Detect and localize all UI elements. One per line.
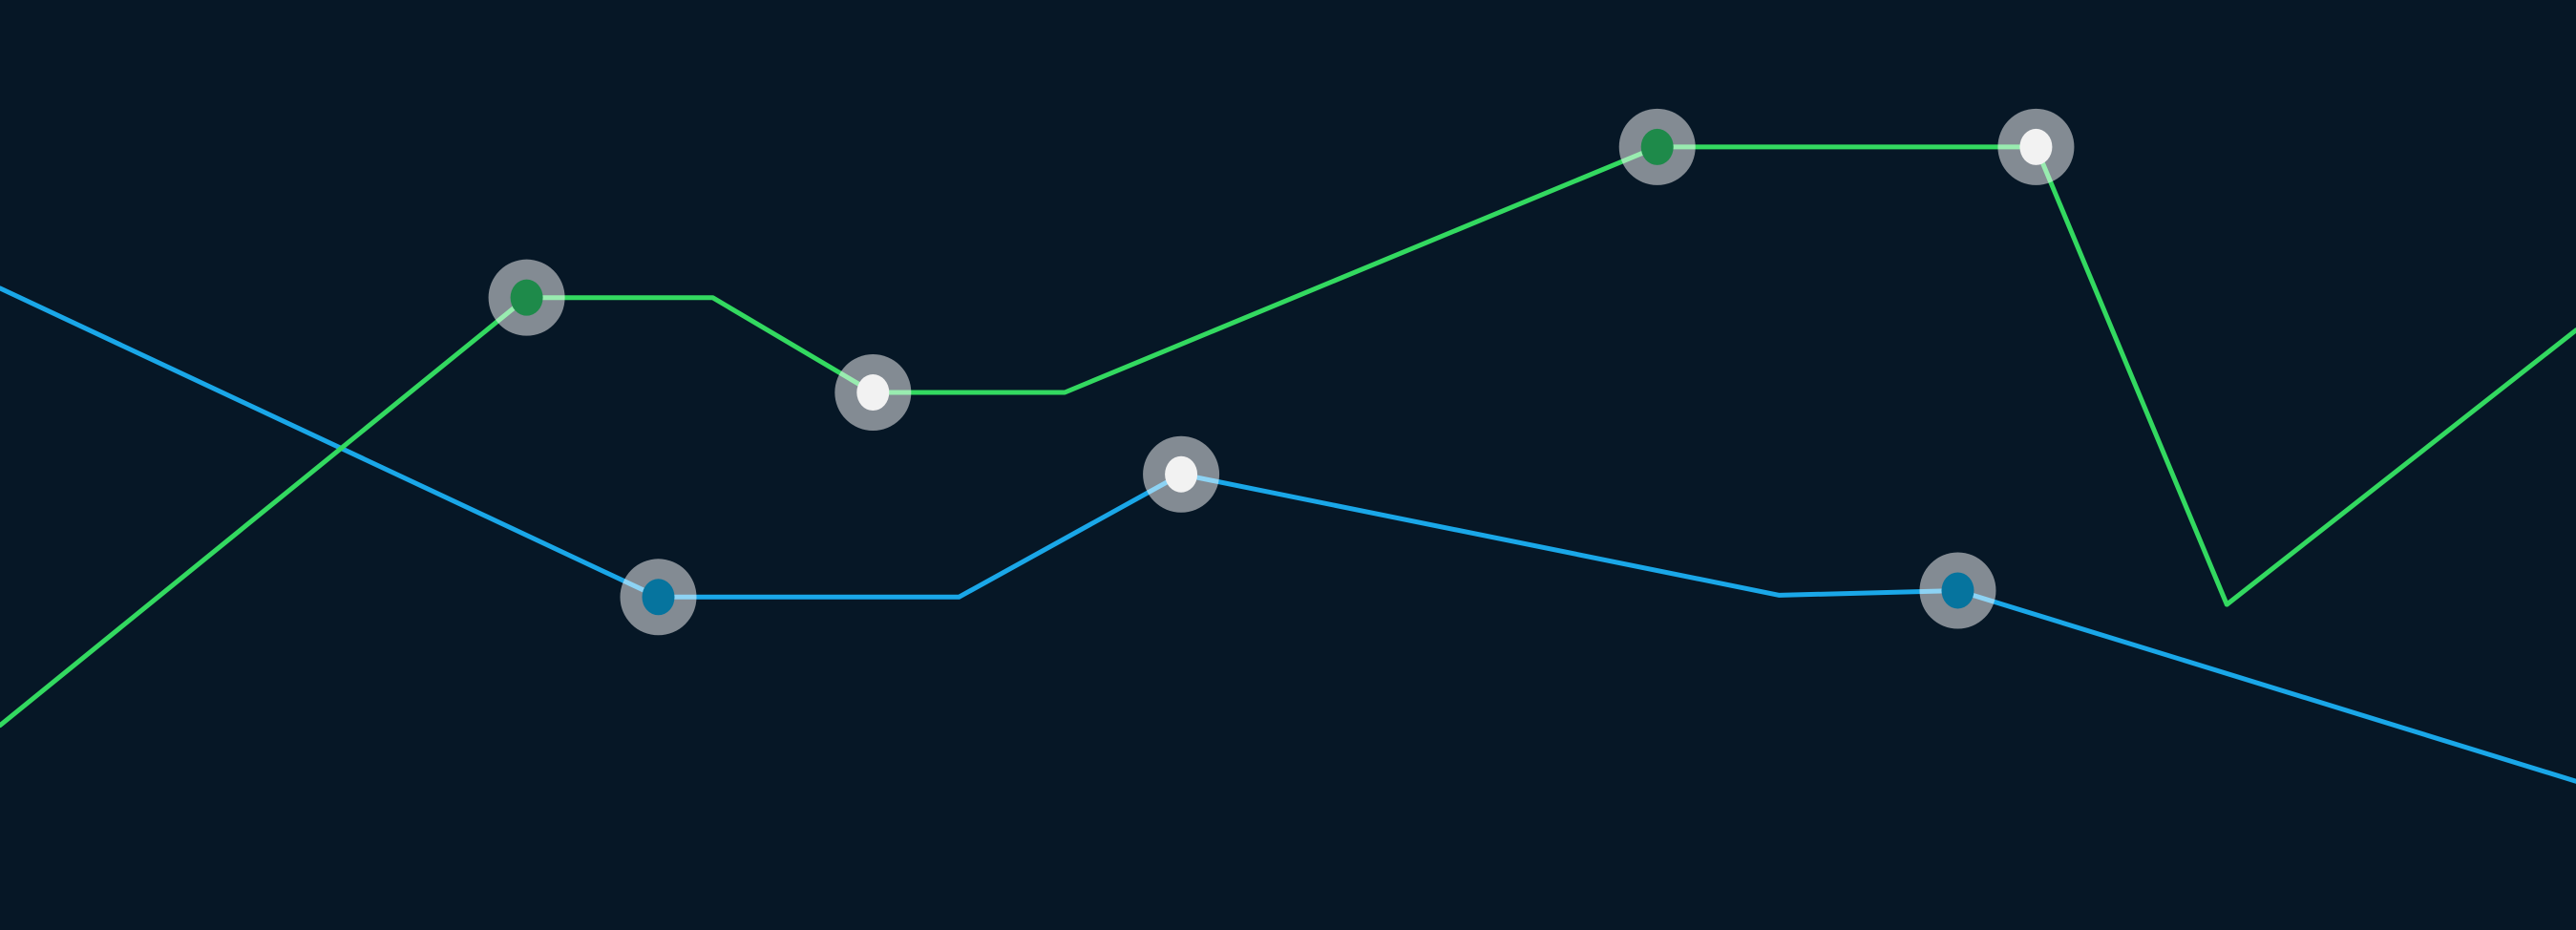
data-point-green-5[interactable] [1618, 108, 1696, 185]
data-point-dot [1941, 572, 1974, 609]
data-point-dot [1165, 455, 1198, 493]
data-point-dot [2019, 128, 2053, 165]
data-point-dot [1640, 128, 1674, 165]
data-point-dot [510, 279, 543, 316]
data-point-green-6[interactable] [1997, 108, 2075, 185]
data-point-dot [642, 579, 675, 616]
data-point-blue-3[interactable] [1143, 435, 1220, 513]
data-point-blue-5[interactable] [1919, 552, 1996, 629]
data-point-blue-1[interactable] [620, 559, 697, 636]
series-line-green [0, 144, 2576, 729]
data-point-green-3[interactable] [834, 354, 912, 432]
data-point-dot [856, 374, 890, 412]
series-markers [488, 108, 2075, 636]
data-point-green-1[interactable] [488, 259, 565, 336]
